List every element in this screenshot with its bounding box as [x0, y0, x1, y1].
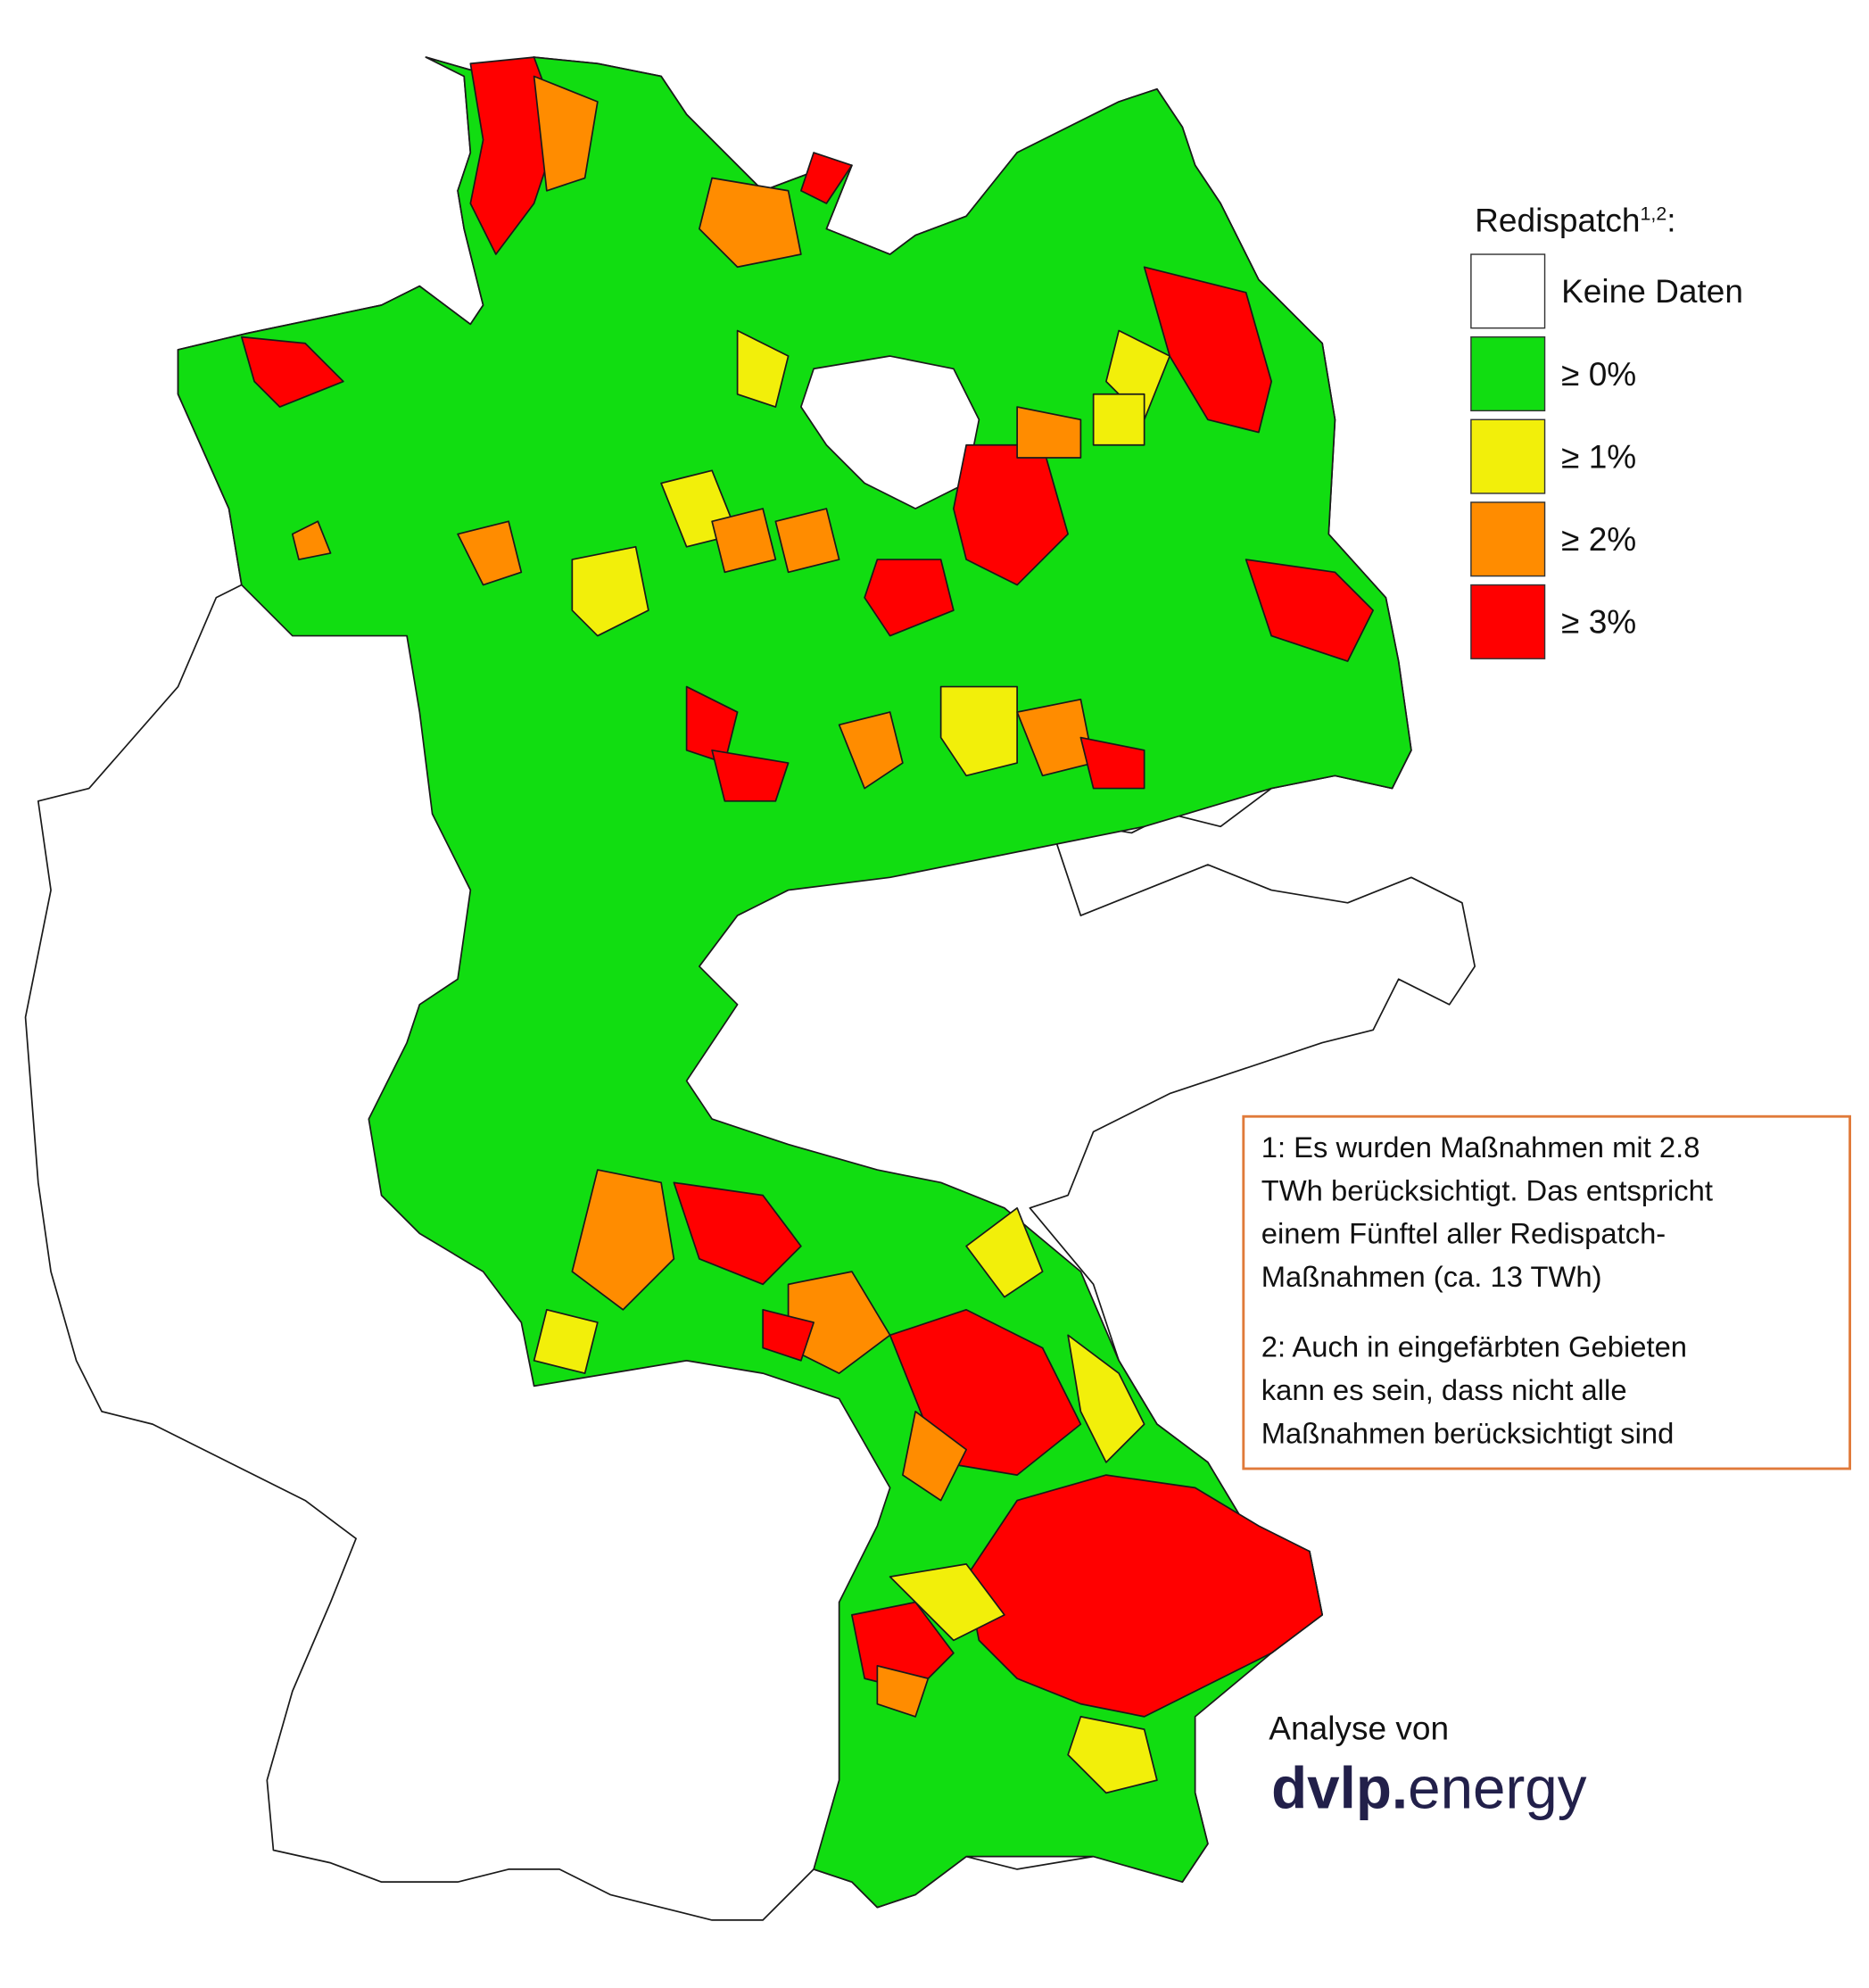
attribution-prefix: Analyse von [1269, 1710, 1449, 1747]
region-orange [774, 508, 840, 574]
region-orange [902, 1411, 967, 1502]
attribution-brand: dvlp.energy [1271, 1755, 1587, 1820]
legend-swatch [1470, 253, 1546, 329]
region-red [1245, 559, 1375, 662]
legend-title: Redispatch1,2: [1475, 201, 1675, 238]
note-line: TWh berücksichtigt. Das entspricht [1261, 1173, 1713, 1206]
region-no-data [800, 355, 980, 509]
legend-label: ≥ 3% [1561, 603, 1636, 641]
region-orange [876, 1665, 930, 1718]
note-line: einem Fünftel aller Redispatch- [1261, 1217, 1666, 1250]
region-orange [838, 711, 904, 790]
region-orange [291, 520, 332, 560]
note-line: kann es sein, dass nicht alle [1261, 1373, 1627, 1406]
region-orange [457, 520, 523, 586]
colored-regions [240, 56, 1375, 1794]
legend-swatch [1470, 501, 1546, 577]
region-yellow [533, 1308, 599, 1374]
note-line: 2: Auch in eingefärbten Gebieten [1261, 1330, 1687, 1363]
region-orange [699, 177, 802, 269]
region-red [864, 559, 955, 637]
region-red [965, 1474, 1324, 1718]
region-orange [533, 75, 599, 192]
legend-colon: : [1666, 201, 1675, 238]
region-yellow [571, 545, 649, 637]
region-red [240, 335, 344, 408]
region-orange [711, 508, 777, 574]
note-line: Maßnahmen (ca. 13 TWh) [1261, 1260, 1602, 1293]
region-red [711, 749, 790, 802]
brand-bold: dvlp. [1271, 1755, 1408, 1820]
region-red [1079, 736, 1145, 790]
region-yellow [1092, 393, 1145, 446]
region-red [673, 1181, 802, 1286]
legend-swatch [1470, 584, 1546, 659]
legend-label: ≥ 1% [1561, 437, 1636, 475]
legend-swatch [1470, 335, 1546, 412]
region-orange [571, 1169, 675, 1311]
region-red [762, 1308, 815, 1362]
brand-light: energy [1408, 1755, 1587, 1820]
note-line: Maßnahmen berücksichtigt sind [1261, 1416, 1675, 1449]
legend-title-text: Redispatch [1475, 201, 1640, 238]
legend-label: ≥ 2% [1561, 520, 1636, 558]
region-yellow [889, 1563, 1005, 1642]
notes: 1: Es wurden Maßnahmen mit 2.8 TWh berück… [1261, 1131, 1713, 1450]
legend-superscript: 1,2 [1641, 203, 1667, 225]
region-yellow [1067, 1334, 1145, 1463]
notes-box [1242, 1114, 1851, 1470]
note-line: 1: Es wurden Maßnahmen mit 2.8 [1261, 1131, 1700, 1164]
region-yellow [939, 685, 1018, 777]
legend-swatch [1470, 418, 1546, 494]
legend-label: ≥ 0% [1561, 355, 1636, 393]
legend-label: Keine Daten [1561, 272, 1743, 310]
legend: Redispatch1,2: Keine Daten ≥ 0% ≥ 1% ≥ 2% ≥ … [1470, 201, 1743, 659]
region-yellow [965, 1206, 1044, 1298]
region-yellow [1067, 1716, 1158, 1794]
region-yellow [736, 329, 790, 408]
region-red [800, 152, 853, 204]
map [24, 56, 1476, 1921]
region-orange [1016, 406, 1082, 459]
